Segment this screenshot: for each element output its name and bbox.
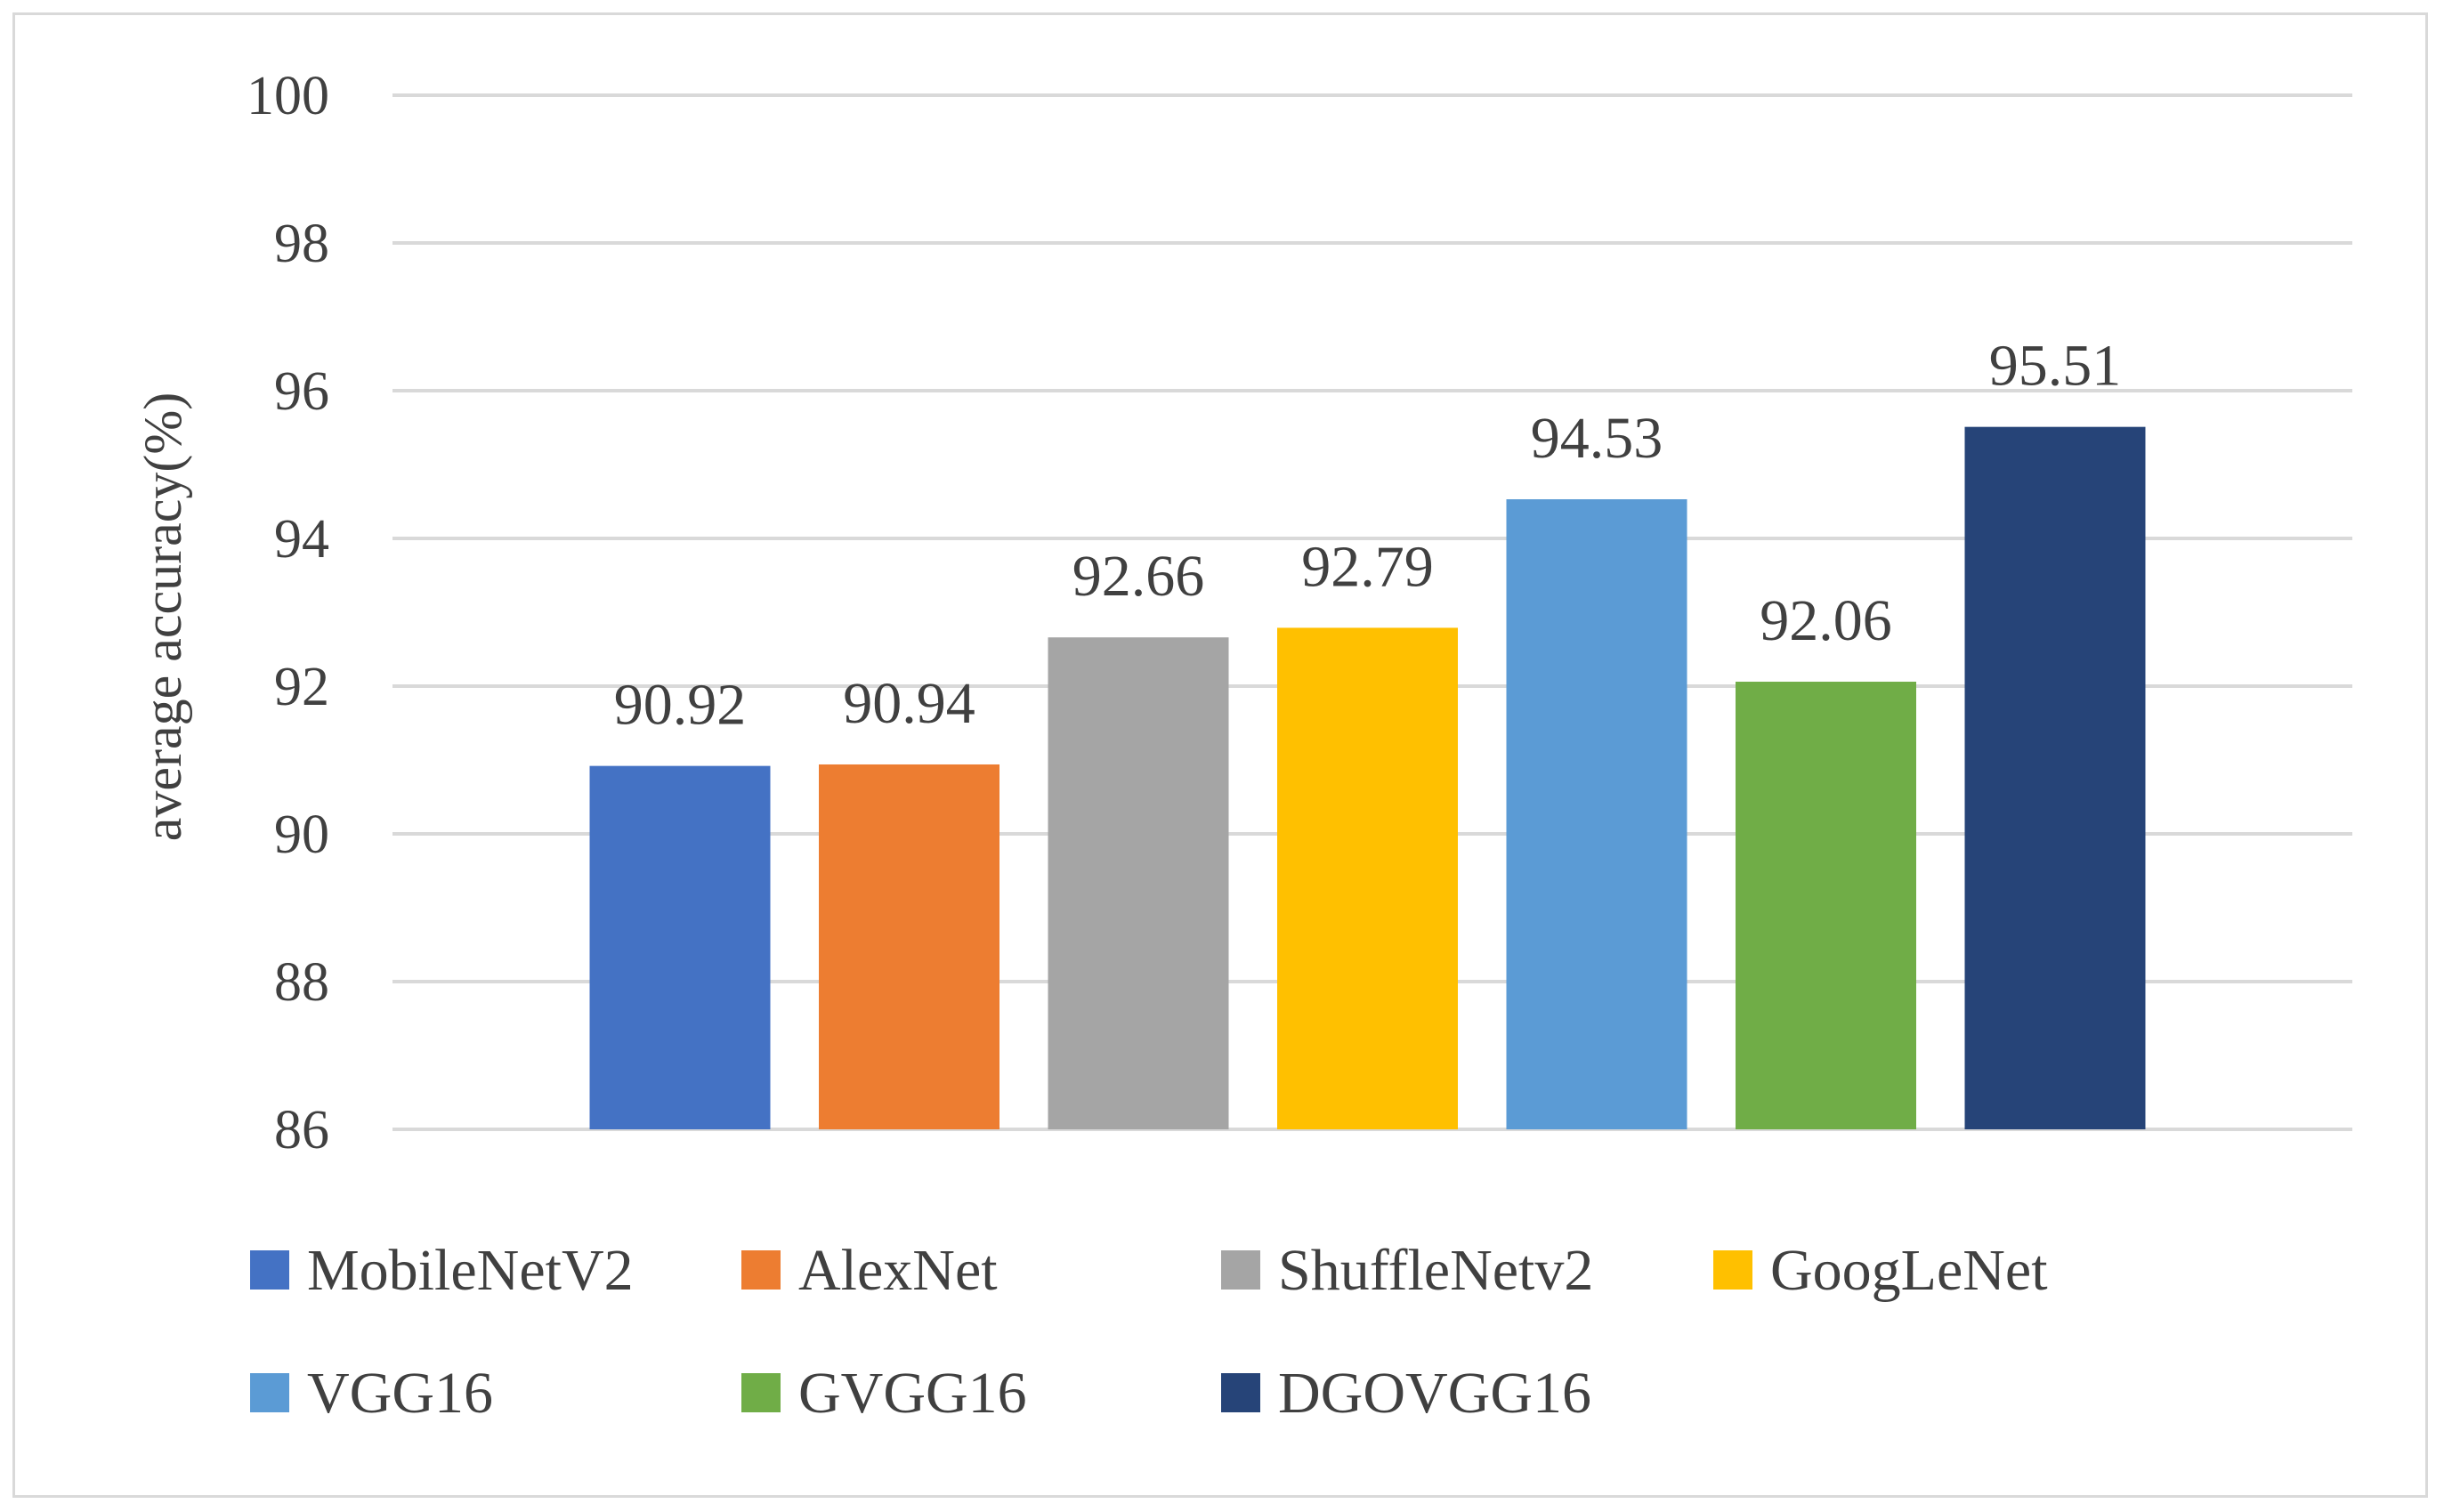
chart-frame: 100 98 96 94 92 90 88 86 average accuracy(%) 90… bbox=[12, 12, 2428, 1498]
legend-swatch bbox=[741, 1250, 781, 1290]
legend-label: AlexNet bbox=[798, 1238, 998, 1303]
data-label: 94.53 bbox=[1531, 406, 1663, 471]
y-tick-label: 90 bbox=[274, 805, 329, 865]
data-labels: 90.92 90.94 92.66 92.79 94.53 92.06 95.51 bbox=[614, 334, 2122, 738]
legend-swatch bbox=[1221, 1373, 1260, 1412]
data-label: 92.66 bbox=[1072, 544, 1205, 609]
bar-shufflenetv2 bbox=[1048, 637, 1229, 1129]
bar-googlenet bbox=[1277, 627, 1458, 1129]
legend-swatch bbox=[250, 1373, 289, 1412]
data-label: 90.92 bbox=[614, 673, 747, 738]
legend-label: GoogLeNet bbox=[1770, 1238, 2048, 1303]
bar-gvgg16 bbox=[1736, 682, 1916, 1129]
legend-swatch bbox=[250, 1250, 289, 1290]
y-tick-label: 98 bbox=[274, 214, 329, 274]
legend-label: DGOVGG16 bbox=[1278, 1361, 1591, 1426]
data-label: 92.06 bbox=[1760, 588, 1892, 653]
data-label: 92.79 bbox=[1301, 534, 1434, 599]
y-tick-label: 94 bbox=[274, 509, 329, 570]
y-tick-label: 86 bbox=[274, 1100, 329, 1160]
legend-swatch bbox=[1221, 1250, 1260, 1290]
y-tick-label: 100 bbox=[247, 66, 329, 126]
legend-label: MobileNetV2 bbox=[307, 1238, 634, 1303]
bars bbox=[589, 426, 2146, 1129]
bar-dgovgg16 bbox=[1964, 426, 2146, 1129]
y-axis-ticks: 100 98 96 94 92 90 88 86 bbox=[247, 66, 329, 1160]
bar-alexnet bbox=[819, 764, 999, 1129]
bar-vgg16 bbox=[1506, 499, 1687, 1129]
y-tick-label: 96 bbox=[274, 361, 329, 422]
legend-label: GVGG16 bbox=[798, 1361, 1027, 1426]
legend-label: ShuffleNetv2 bbox=[1278, 1238, 1593, 1303]
data-label: 95.51 bbox=[1989, 334, 2122, 399]
legend-swatch bbox=[1713, 1250, 1752, 1290]
y-tick-label: 92 bbox=[274, 657, 329, 717]
legend: MobileNetV2 AlexNet ShuffleNetv2 GoogLeNet V… bbox=[250, 1238, 2048, 1426]
data-label: 90.94 bbox=[843, 671, 975, 736]
bar-chart: 100 98 96 94 92 90 88 86 average accuracy(%) 90… bbox=[134, 66, 2352, 1426]
y-tick-label: 88 bbox=[274, 952, 329, 1013]
legend-label: VGG16 bbox=[307, 1361, 493, 1426]
y-axis-label: average accuracy(%) bbox=[134, 392, 192, 842]
legend-swatch bbox=[741, 1373, 781, 1412]
bar-mobilenetv2 bbox=[589, 765, 771, 1129]
